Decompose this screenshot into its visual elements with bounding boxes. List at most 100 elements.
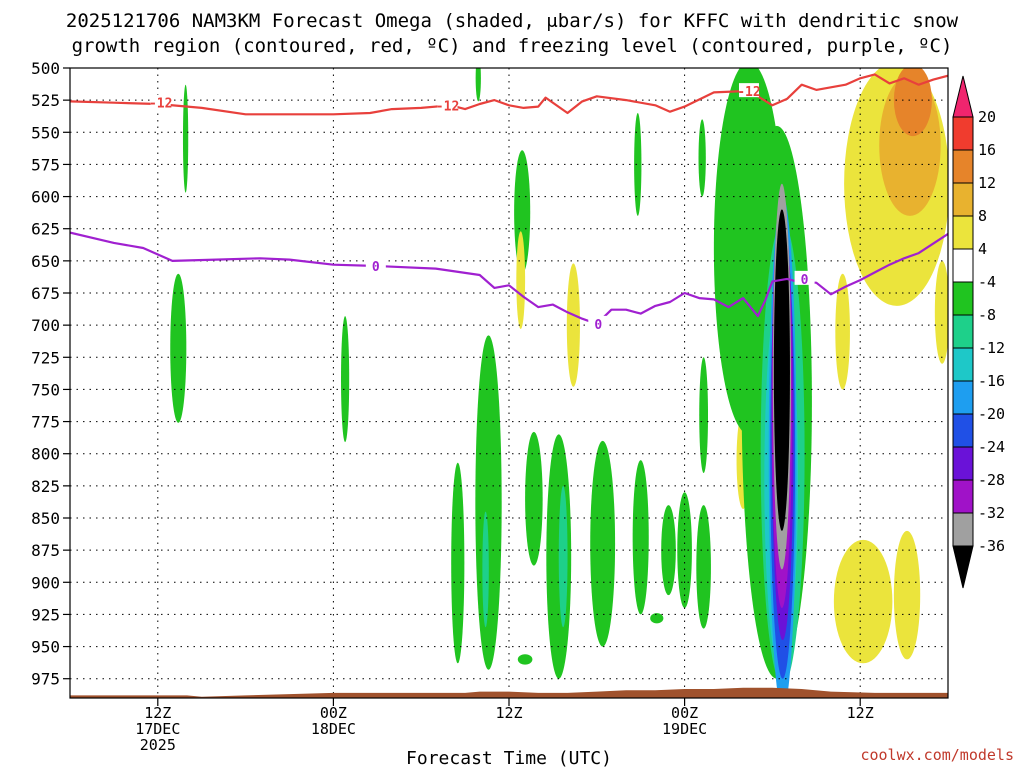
colorbar-swatch xyxy=(952,347,974,382)
colorbar-swatch xyxy=(952,281,974,316)
omega-shade-region xyxy=(182,84,189,193)
omega-shade-region xyxy=(699,357,709,473)
y-tick-label: 950 xyxy=(31,638,60,657)
contour-label-bg xyxy=(365,258,386,272)
x-tick-label: 12Z xyxy=(847,704,874,722)
contour-label: 0 xyxy=(594,318,602,333)
x-tick-label: 12Z xyxy=(144,704,171,722)
colorbar-tick-label: 12 xyxy=(978,174,996,192)
colorbar-swatch xyxy=(952,380,974,415)
y-tick-label: 575 xyxy=(31,155,60,174)
y-axis: 500 525 550 575 600 625 650 675 700 725 750 775 800 8… xyxy=(31,59,70,689)
x-tick-label: 18DEC xyxy=(311,720,356,738)
y-tick-label: 550 xyxy=(31,123,60,142)
omega-shade-region xyxy=(566,263,580,387)
contour-label-bg xyxy=(150,94,171,109)
omega-shade-region xyxy=(517,654,533,665)
omega-shade-region xyxy=(341,316,350,443)
x-tick-label: 00Z xyxy=(671,704,698,722)
omega-shade-region xyxy=(451,462,465,664)
y-tick-label: 750 xyxy=(31,380,60,399)
y-tick-label: 675 xyxy=(31,284,60,303)
colorbar-tick-label: -4 xyxy=(978,273,996,291)
colorbar: 20 16 12 8 4 -4 -8 -12 -16 -20 -24 -28 -32 -36 xyxy=(952,75,1005,589)
colorbar-tick-label: -36 xyxy=(978,537,1005,555)
omega-shade-region xyxy=(698,119,706,197)
colorbar-tick-label: 4 xyxy=(978,240,987,258)
credit-text: coolwx.com/models xyxy=(860,746,1014,764)
y-tick-label: 525 xyxy=(31,91,60,110)
colorbar-top-triangle xyxy=(952,75,974,118)
colorbar-bottom-triangle xyxy=(952,545,974,589)
colorbar-tick-label: -32 xyxy=(978,504,1005,522)
omega-shade-region xyxy=(893,68,932,137)
grid-layer xyxy=(70,67,948,698)
omega-shade-region xyxy=(934,260,948,364)
contour-label-bg xyxy=(437,97,458,112)
colorbar-swatch xyxy=(952,248,974,283)
y-tick-label: 700 xyxy=(31,316,60,335)
omega-shade-region xyxy=(696,505,711,629)
colorbar-swatch xyxy=(952,413,974,448)
x-tick-label: 2025 xyxy=(140,736,176,754)
colorbar-tick-label: -12 xyxy=(978,339,1005,357)
omega-shade-region xyxy=(590,440,616,647)
colorbar-tick-label: 20 xyxy=(978,108,996,126)
x-axis-label: Forecast Time (UTC) xyxy=(406,748,612,768)
omega-shade-region xyxy=(525,431,543,566)
omega-shade-region xyxy=(516,231,526,329)
contour-label: -12 xyxy=(737,85,760,100)
y-tick-label: 800 xyxy=(31,445,60,464)
colorbar-swatch xyxy=(952,215,974,250)
omega-shade-region xyxy=(475,335,502,670)
x-tick-label: 00Z xyxy=(320,704,347,722)
y-tick-label: 850 xyxy=(31,509,60,528)
colorbar-tick-label: 8 xyxy=(978,207,987,225)
omega-shade-region xyxy=(650,613,664,624)
y-tick-label: 725 xyxy=(31,348,60,367)
omega-shade-region xyxy=(632,460,649,615)
colorbar-tick-label: 16 xyxy=(978,141,996,159)
contour-layer: -12 -12 -12 0 0 0 xyxy=(70,73,948,333)
colorbar-tick-label: -24 xyxy=(978,438,1005,456)
contour-label: 0 xyxy=(801,273,809,288)
omega-shade-region xyxy=(170,273,187,423)
x-tick-label: 12Z xyxy=(495,704,522,722)
contour-label: -12 xyxy=(436,99,459,114)
colorbar-swatch xyxy=(952,149,974,184)
omega-shade-region xyxy=(833,539,893,664)
chart-title-line-2: growth region (contoured, red, ºC) and f… xyxy=(72,35,953,57)
contour-label-bg xyxy=(588,315,609,330)
y-tick-label: 650 xyxy=(31,252,60,271)
y-tick-label: 600 xyxy=(31,188,60,207)
y-tick-label: 900 xyxy=(31,573,60,592)
omega-shade-region xyxy=(475,68,481,102)
x-tick-label: 19DEC xyxy=(662,720,707,738)
x-tick-label: 17DEC xyxy=(135,720,180,738)
contour-label-bg xyxy=(738,83,759,98)
y-tick-label: 775 xyxy=(31,413,60,432)
contour-line xyxy=(70,231,948,325)
colorbar-swatch xyxy=(952,116,974,151)
omega-shading-layer xyxy=(170,68,948,698)
colorbar-tick-label: -20 xyxy=(978,405,1005,423)
y-tick-label: 500 xyxy=(31,59,60,78)
colorbar-swatch xyxy=(952,314,974,349)
colorbar-tick-label: -8 xyxy=(978,306,996,324)
y-tick-label: 875 xyxy=(31,541,60,560)
omega-shade-region xyxy=(893,530,921,660)
chart-title-line-1: 2025121706 NAM3KM Forecast Omega (shaded… xyxy=(66,10,959,32)
colorbar-swatch xyxy=(952,512,974,547)
colorbar-swatch xyxy=(952,446,974,481)
omega-shade-region xyxy=(835,273,850,390)
terrain-layer xyxy=(70,687,948,698)
omega-shade-region xyxy=(558,485,568,628)
y-tick-label: 625 xyxy=(31,220,60,239)
y-tick-label: 975 xyxy=(31,670,60,689)
colorbar-swatch xyxy=(952,479,974,514)
omega-shade-region xyxy=(634,113,642,216)
colorbar-tick-label: -16 xyxy=(978,372,1005,390)
omega-shade-region xyxy=(773,209,790,531)
